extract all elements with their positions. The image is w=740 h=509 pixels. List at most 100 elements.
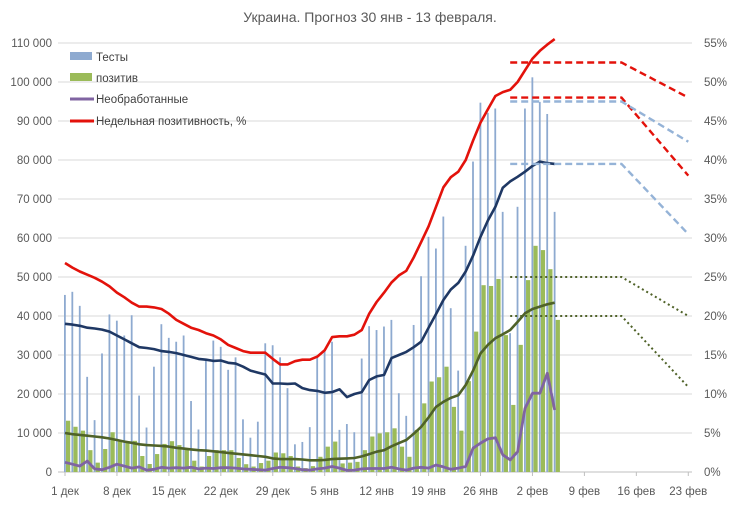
bar-tests <box>494 108 497 473</box>
bar-tests <box>130 315 133 472</box>
line-tests-average <box>64 160 555 399</box>
x-tick-label: 22 дек <box>204 486 239 498</box>
bar-positive <box>281 453 286 472</box>
bar-tests <box>501 211 504 472</box>
bar-positive <box>548 269 553 472</box>
bar-positive <box>236 457 241 472</box>
bar-positive <box>459 430 464 472</box>
bar-positive <box>555 319 560 472</box>
y-tick-label: 80 000 <box>17 155 52 167</box>
x-tick-label: 2 фев <box>517 486 549 498</box>
y-tick-label: 60 000 <box>17 233 52 245</box>
x-tick-label: 8 дек <box>103 486 132 498</box>
bar-tests <box>316 357 319 472</box>
bar-positive <box>526 280 531 472</box>
bar-tests <box>271 345 274 472</box>
bar-positive <box>184 448 189 472</box>
bar-positive <box>362 450 367 472</box>
bar-tests <box>160 324 163 472</box>
line-positive-average <box>64 301 555 462</box>
bar-tests <box>93 420 96 472</box>
bar-positive <box>466 381 471 472</box>
bar-tests <box>71 291 74 472</box>
legend-swatch-positive <box>70 73 92 81</box>
bar-tests <box>538 101 541 472</box>
bar-tests <box>64 294 66 472</box>
x-tick-label: 16 фев <box>617 486 655 498</box>
x-tick-label: 29 дек <box>256 486 291 498</box>
y2-tick-label: 5% <box>704 428 721 440</box>
bar-positive <box>347 462 353 472</box>
y-tick-label: 0 <box>46 467 52 479</box>
bar-tests <box>190 401 192 472</box>
legend-swatch-tests <box>70 52 92 60</box>
bar-tests <box>138 395 140 472</box>
bar-tests <box>427 236 430 472</box>
bar-tests <box>145 427 148 472</box>
bar-positive <box>206 456 212 472</box>
bar-tests <box>457 370 460 472</box>
x-tick-label: 9 фев <box>569 486 601 498</box>
forecast-line <box>510 276 689 317</box>
forecast-lines <box>510 61 690 388</box>
bar-tests <box>397 393 400 472</box>
bar-positive <box>162 443 167 472</box>
bar-positive <box>474 331 479 472</box>
bar-tests <box>242 419 244 472</box>
y2-tick-label: 50% <box>704 77 727 89</box>
bar-positive <box>385 432 390 472</box>
bar-tests <box>435 248 437 472</box>
bar-positive <box>140 456 145 472</box>
bar-tests <box>486 112 489 472</box>
x-tick-label: 5 янв <box>311 486 339 498</box>
bar-positive <box>73 426 78 472</box>
bar-positive <box>80 430 86 472</box>
y-tick-label: 110 000 <box>11 38 52 50</box>
y2-tick-label: 30% <box>704 233 727 245</box>
bar-tests <box>286 388 289 472</box>
line-unprocessed <box>64 371 557 472</box>
x-tick-label: 26 янв <box>463 486 498 498</box>
bar-positive <box>147 464 152 472</box>
line-weekly-positivity <box>64 38 556 366</box>
bar-tests <box>153 366 155 472</box>
y2-tick-label: 25% <box>704 272 727 284</box>
bar-tests <box>420 276 422 472</box>
bar-tests <box>123 335 126 472</box>
bar-tests <box>175 341 178 472</box>
bar-positive <box>518 344 523 472</box>
bar-positive <box>399 446 405 472</box>
bar-positive <box>273 452 278 472</box>
chart-title: Украина. Прогноз 30 янв - 13 февраля. <box>243 9 497 25</box>
bar-tests <box>524 108 526 473</box>
bar-tests <box>516 206 519 473</box>
bar-tests <box>301 441 304 472</box>
bar-positive <box>503 335 508 472</box>
bar-tests <box>227 369 230 472</box>
bar-tests <box>323 349 326 472</box>
bar-positive <box>422 403 427 472</box>
y2-tick-label: 20% <box>704 311 727 323</box>
left-axis: 0 10 000 20 000 30 000 40 000 50 000 60 000 70 … <box>10 38 52 479</box>
lines <box>64 38 557 472</box>
y-tick-label: 10 000 <box>17 428 52 440</box>
bar-positive <box>407 456 412 472</box>
bar-tests <box>375 330 378 472</box>
forecast-line <box>510 162 690 235</box>
bar-positive <box>155 454 160 472</box>
bar-positive <box>125 441 130 472</box>
bar-tests <box>546 113 549 472</box>
bar-positive <box>355 461 360 472</box>
bar-positive <box>266 460 271 472</box>
bar-tests <box>308 427 311 472</box>
y2-tick-label: 0% <box>704 467 721 479</box>
bar-tests <box>368 326 371 472</box>
bar-tests <box>405 415 408 472</box>
bar-positive <box>177 445 182 472</box>
bar-tests <box>472 161 474 472</box>
bar-tests <box>383 326 385 472</box>
y-tick-label: 90 000 <box>17 116 52 128</box>
bar-positive <box>533 245 538 472</box>
bar-tests <box>331 341 333 472</box>
